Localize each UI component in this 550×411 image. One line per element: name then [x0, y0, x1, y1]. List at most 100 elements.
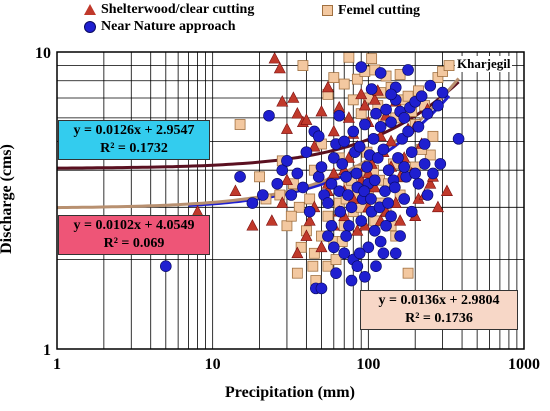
- data-point-near-nature: [340, 171, 352, 183]
- data-point-near-nature: [374, 67, 387, 79]
- data-point-femel: [402, 267, 414, 279]
- data-point-near-nature: [398, 193, 411, 205]
- site-label: Kharjegil: [455, 56, 513, 72]
- data-point-near-nature: [291, 167, 304, 180]
- data-point-near-nature: [371, 152, 384, 164]
- data-point-near-nature: [322, 230, 334, 242]
- data-point-near-nature: [377, 247, 390, 260]
- data-point-femel: [322, 210, 334, 222]
- data-point-near-nature: [330, 267, 342, 279]
- data-point-femel: [254, 171, 265, 183]
- data-point-shelterwood: [265, 214, 278, 226]
- data-point-near-nature: [362, 241, 375, 254]
- data-point-near-nature: [358, 185, 370, 197]
- data-point-shelterwood: [246, 219, 259, 231]
- data-point-near-nature: [325, 177, 338, 190]
- tick-labels: 1 10 100 1000 1 10: [35, 45, 540, 373]
- data-point-near-nature: [389, 181, 401, 194]
- data-point-near-nature: [336, 158, 349, 170]
- data-point-shelterwood: [273, 61, 286, 74]
- data-point-shelterwood: [368, 93, 381, 105]
- data-point-near-nature: [334, 205, 347, 218]
- data-point-near-nature: [322, 197, 334, 209]
- data-point-near-nature: [246, 197, 259, 209]
- y-tick-label: 1: [43, 342, 51, 359]
- data-point-near-nature: [312, 171, 325, 183]
- data-point-femel: [347, 94, 359, 106]
- data-point-near-nature: [374, 235, 387, 248]
- data-point-near-nature: [355, 61, 368, 73]
- x-tick-label: 10: [205, 356, 221, 373]
- data-point-shelterwood: [276, 196, 289, 208]
- data-point-near-nature: [303, 205, 316, 218]
- data-point-near-nature: [281, 155, 293, 167]
- data-point-shelterwood: [300, 229, 313, 241]
- data-point-near-nature: [297, 181, 309, 194]
- equation-near-nature: y = 0.0126x + 2.9547: [73, 123, 195, 138]
- data-point-near-nature: [398, 112, 411, 124]
- data-point-femel: [328, 72, 340, 83]
- data-point-near-nature: [367, 133, 380, 145]
- data-point-shelterwood: [321, 80, 334, 93]
- r2-femel: R² = 0.1736: [405, 311, 473, 326]
- data-point-femel: [402, 90, 414, 102]
- data-point-shelterwood: [431, 200, 444, 213]
- data-point-femel: [330, 254, 342, 265]
- data-point-near-nature: [327, 241, 340, 254]
- data-point-shelterwood: [315, 104, 328, 117]
- data-point-femel: [437, 66, 449, 77]
- legend-label-near-nature: Near Nature approach: [101, 19, 236, 34]
- triangle-marker-icon: [84, 4, 96, 16]
- data-point-near-nature: [385, 210, 397, 222]
- data-point-shelterwood: [342, 111, 355, 123]
- data-point-near-nature: [409, 167, 421, 180]
- equation-femel: y = 0.0136x + 2.9804: [378, 293, 500, 308]
- trendline-shelterwood: [57, 80, 460, 170]
- data-point-near-nature: [370, 107, 382, 120]
- data-point-femel: [427, 130, 439, 142]
- data-point-near-nature: [412, 120, 425, 133]
- data-point-near-nature: [394, 230, 406, 242]
- data-point-near-nature: [361, 161, 373, 173]
- data-point-femel: [274, 189, 286, 201]
- data-point-near-nature: [345, 201, 358, 214]
- data-point-near-nature: [300, 146, 313, 158]
- data-point-shelterwood: [385, 134, 398, 147]
- data-point-near-nature: [327, 152, 340, 164]
- data-point-shelterwood: [268, 51, 281, 64]
- plot-frame: [56, 51, 525, 350]
- data-point-near-nature: [389, 247, 402, 260]
- y-tick-label: 10: [35, 45, 51, 62]
- data-point-near-nature: [412, 177, 425, 190]
- x-tick-label: 100: [356, 356, 380, 373]
- data-point-near-nature: [315, 161, 328, 173]
- data-point-shelterwood: [276, 95, 289, 107]
- data-point-femel: [281, 220, 293, 232]
- data-point-femel: [304, 193, 316, 205]
- data-point-near-nature: [368, 225, 381, 237]
- data-point-shelterwood: [280, 173, 293, 186]
- data-point-near-nature: [368, 174, 381, 187]
- x-tick-label: 1000: [508, 356, 540, 373]
- data-point-near-nature: [385, 116, 397, 129]
- data-point-shelterwood: [303, 214, 316, 226]
- data-point-near-nature: [421, 107, 434, 120]
- equation-box-near-nature: y = 0.0126x + 2.9547 R² = 0.1732: [58, 120, 210, 160]
- y-axis-label: Discharge (cms): [0, 144, 15, 254]
- data-point-near-nature: [434, 158, 447, 170]
- data-point-near-nature: [374, 120, 387, 133]
- data-point-shelterwood: [424, 177, 437, 189]
- data-point-near-nature: [342, 189, 354, 201]
- data-point-femel: [295, 241, 307, 253]
- data-point-shelterwood: [308, 140, 321, 152]
- data-point-shelterwood: [300, 113, 313, 125]
- data-point-near-nature: [343, 219, 355, 232]
- x-tick-label: 1: [53, 356, 61, 373]
- data-point-shelterwood: [358, 98, 371, 111]
- data-point-near-nature: [355, 215, 368, 227]
- data-point-near-nature: [432, 99, 444, 112]
- equation-box-shelterwood: y = 0.0102x + 4.0549 R² = 0.069: [58, 215, 210, 255]
- data-point-near-nature: [436, 86, 449, 99]
- data-point-shelterwood: [291, 107, 304, 119]
- data-point-near-nature: [418, 138, 431, 150]
